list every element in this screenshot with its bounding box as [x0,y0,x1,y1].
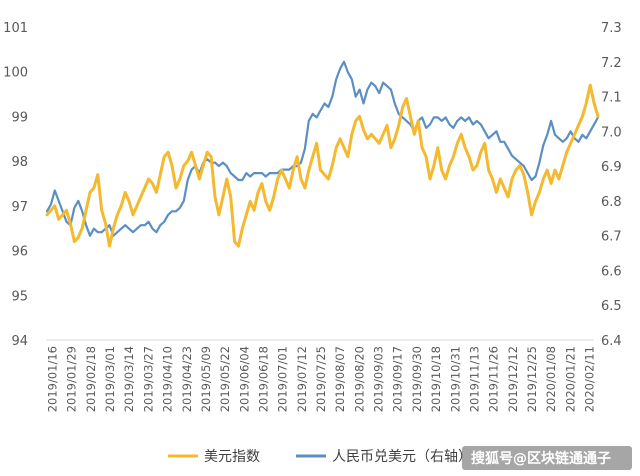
x-tick-label: 2019/02/18 [84,346,98,412]
x-tick-label: 2019/01/29 [65,346,79,412]
legend-label-cny: 人民币兑美元（右轴） [332,449,472,465]
right-tick-label: 7.0 [601,125,622,140]
x-tick-label: 2019/03/27 [141,346,155,412]
series-layer [45,60,600,248]
x-tick-label: 2019/07/01 [276,346,290,412]
x-tick-label: 2019/11/26 [487,346,501,412]
left-tick-label: 96 [11,245,28,260]
x-tick-label: 2019/11/13 [467,346,481,412]
left-tick-label: 98 [11,155,28,170]
left-tick-label: 99 [11,110,28,125]
left-y-axis: 94 95 96 97 98 99 100 101 [3,21,28,349]
x-tick-label: 2019/12/12 [506,346,520,412]
right-tick-label: 7.2 [601,56,622,71]
right-tick-label: 7.1 [601,91,622,106]
x-tick-label: 2020/02/11 [583,346,597,412]
right-tick-label: 6.5 [601,299,622,314]
x-tick-label: 2020/01/08 [544,346,558,412]
left-tick-label: 95 [11,289,28,304]
right-tick-label: 6.7 [601,230,622,245]
x-tick-label: 2019/10/18 [429,346,443,412]
x-tick-label: 2019/09/17 [391,346,405,412]
left-tick-label: 97 [11,200,28,215]
legend: 美元指数 人民币兑美元（右轴） [168,449,472,465]
watermark-background [462,446,632,470]
x-tick-label: 2019/08/07 [333,346,347,412]
x-tick-label: 2019/03/01 [103,346,117,412]
left-tick-label: 94 [11,334,28,349]
x-tick-label: 2019/09/30 [410,346,424,412]
right-tick-label: 6.4 [601,334,622,349]
legend-label-usd-index: 美元指数 [204,449,260,465]
watermark-text: 搜狐号@区块链通通子 [471,450,611,467]
series-line-cny [45,60,600,237]
right-tick-label: 7.3 [601,21,622,36]
left-tick-label: 100 [3,66,28,81]
x-tick-label: 2019/01/16 [46,346,60,412]
x-tick-label: 2019/10/31 [448,346,462,412]
right-tick-label: 6.9 [601,160,622,175]
x-tick-label: 2019/07/12 [295,346,309,412]
right-y-axis: 6.4 6.5 6.6 6.7 6.8 6.9 7.0 7.1 7.2 7.3 [601,21,622,349]
left-tick-label: 101 [3,21,28,36]
watermark: 搜狐号@区块链通通子 [462,446,632,470]
x-tick-label: 2019/04/10 [161,346,175,412]
x-tick-label: 2019/05/09 [199,346,213,412]
right-tick-label: 6.6 [601,264,622,279]
x-tick-label: 2019/05/22 [218,346,232,412]
x-tick-label: 2019/07/25 [314,346,328,412]
x-axis: 2019/01/16 2019/01/29 2019/02/18 2019/03/01… [46,346,597,412]
x-tick-label: 2019/12/25 [525,346,539,412]
x-tick-label: 2019/03/14 [122,346,136,412]
x-tick-label: 2019/04/23 [180,346,194,412]
x-tick-label: 2019/06/18 [256,346,270,412]
x-tick-label: 2020/01/21 [563,346,577,412]
x-tick-label: 2019/08/20 [352,346,366,412]
x-tick-label: 2019/09/03 [372,346,386,412]
right-tick-label: 6.8 [601,195,622,210]
series-line-usd-index [45,83,600,248]
x-tick-label: 2019/06/04 [237,346,251,412]
